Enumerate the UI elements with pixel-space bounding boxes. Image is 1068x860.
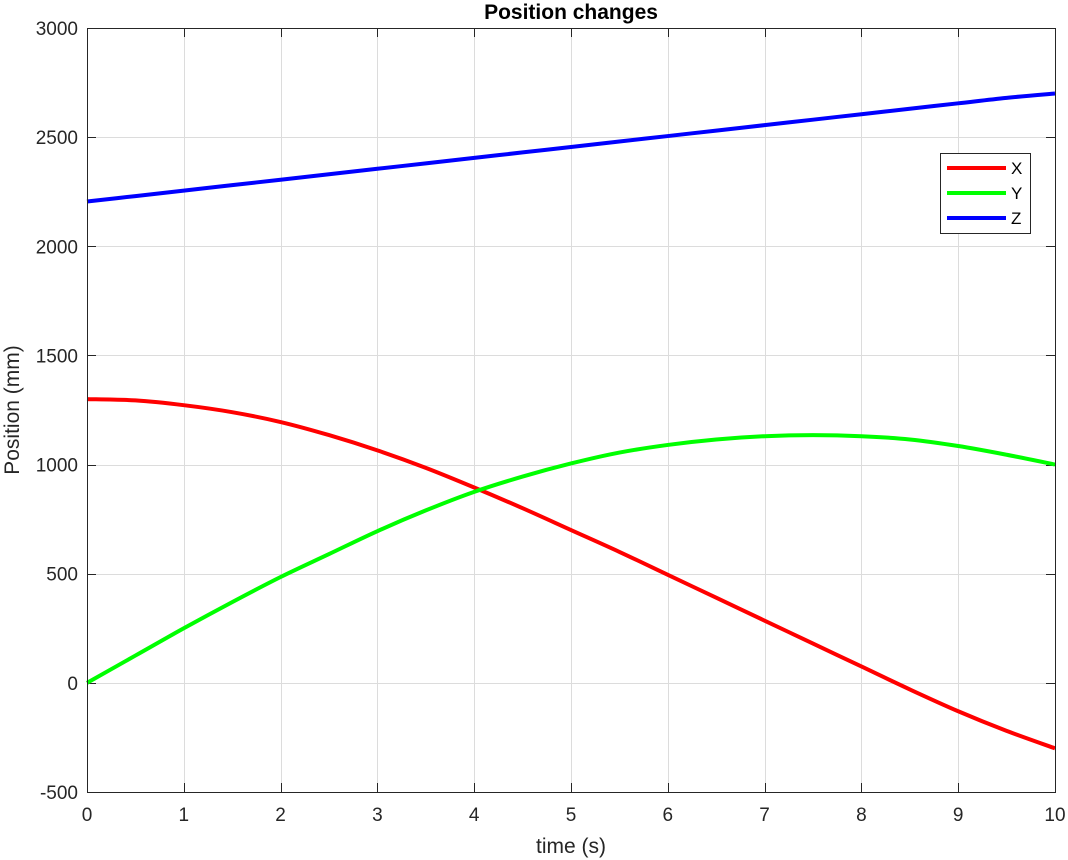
y-tick-label: 500 <box>46 565 78 586</box>
axes-frame <box>87 28 1056 793</box>
x-tick-label: 8 <box>856 805 867 826</box>
series-lines <box>86 91 1056 751</box>
x-tick-label: 3 <box>372 805 383 826</box>
y-tick-label: 1500 <box>36 346 78 367</box>
legend: XYZ <box>940 153 1031 234</box>
y-tick-label: 3000 <box>36 19 78 40</box>
x-axis-label: time (s) <box>536 835 606 858</box>
series-line-y <box>86 433 1056 685</box>
legend-label-y: Y <box>1011 184 1022 203</box>
x-tick-label: 0 <box>82 805 93 826</box>
y-tick-label: 1000 <box>36 456 78 477</box>
series-line-x <box>86 397 1056 751</box>
series-line-z <box>86 91 1056 204</box>
y-axis-label: Position (mm) <box>1 345 24 475</box>
x-tick-label: 7 <box>759 805 770 826</box>
y-tick-label: 0 <box>67 674 78 695</box>
x-tick-label: 1 <box>179 805 190 826</box>
legend-label-z: Z <box>1011 209 1021 228</box>
x-tick-label: 4 <box>469 805 480 826</box>
y-tick-label: -500 <box>40 783 78 804</box>
x-tick-label: 6 <box>663 805 674 826</box>
x-tick-label: 5 <box>566 805 577 826</box>
chart-title: Position changes <box>484 1 658 24</box>
legend-label-x: X <box>1011 159 1022 178</box>
x-tick-label: 9 <box>953 805 964 826</box>
y-tick-label: 2000 <box>36 237 78 258</box>
y-tick-label: 2500 <box>36 128 78 149</box>
x-tick-label: 2 <box>275 805 286 826</box>
x-tick-label: 10 <box>1044 805 1065 826</box>
